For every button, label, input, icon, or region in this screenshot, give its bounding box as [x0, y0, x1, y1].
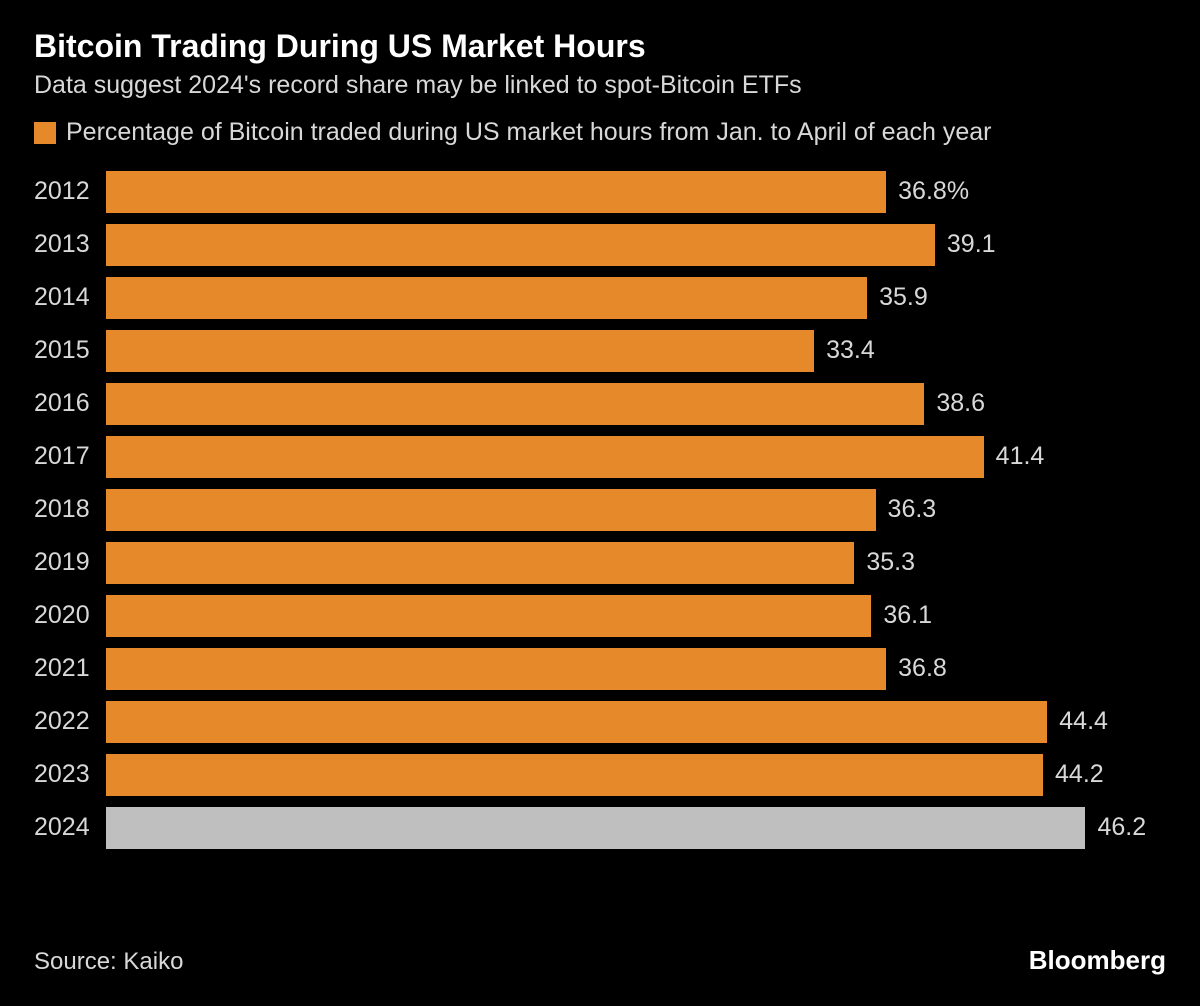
value-label: 41.4	[996, 442, 1045, 471]
bar-row: 2020 36.1	[34, 589, 1166, 642]
year-label: 2014	[34, 283, 106, 312]
bar	[106, 754, 1043, 796]
bar-chart: 2012 36.8% 2013 39.1 2014 35.9 2015 33.4 2016 38.…	[34, 165, 1166, 854]
year-label: 2015	[34, 336, 106, 365]
bar-row: 2015 33.4	[34, 324, 1166, 377]
bar	[106, 701, 1047, 743]
bar-track: 38.6	[106, 383, 1166, 425]
year-label: 2017	[34, 442, 106, 471]
value-label: 44.2	[1055, 760, 1104, 789]
value-label: 44.4	[1059, 707, 1108, 736]
bar-track: 35.9	[106, 277, 1166, 319]
bar-row: 2013 39.1	[34, 218, 1166, 271]
chart-title: Bitcoin Trading During US Market Hours	[34, 28, 1166, 65]
bar	[106, 224, 935, 266]
year-label: 2019	[34, 548, 106, 577]
bar-track: 36.1	[106, 595, 1166, 637]
bar-track: 46.2	[106, 807, 1166, 849]
bar	[106, 383, 924, 425]
bar-track: 41.4	[106, 436, 1166, 478]
bar-row: 2016 38.6	[34, 377, 1166, 430]
bar-track: 33.4	[106, 330, 1166, 372]
chart-subtitle: Data suggest 2024's record share may be …	[34, 71, 1166, 100]
bar-track: 39.1	[106, 224, 1166, 266]
bar-row: 2018 36.3	[34, 483, 1166, 536]
bar-track: 36.8	[106, 648, 1166, 690]
chart-legend: Percentage of Bitcoin traded during US m…	[34, 118, 1166, 147]
brand-logo: Bloomberg	[1029, 945, 1166, 976]
value-label: 38.6	[936, 389, 985, 418]
bar-row: 2019 35.3	[34, 536, 1166, 589]
bar-row: 2021 36.8	[34, 642, 1166, 695]
source-text: Source: Kaiko	[34, 948, 183, 976]
year-label: 2020	[34, 601, 106, 630]
bar	[106, 277, 867, 319]
bar-row: 2023 44.2	[34, 748, 1166, 801]
bar-row: 2014 35.9	[34, 271, 1166, 324]
value-label: 33.4	[826, 336, 875, 365]
year-label: 2024	[34, 813, 106, 842]
bar	[106, 489, 876, 531]
legend-label: Percentage of Bitcoin traded during US m…	[66, 118, 991, 147]
bar-track: 36.8%	[106, 171, 1166, 213]
bar-track: 44.2	[106, 754, 1166, 796]
year-label: 2018	[34, 495, 106, 524]
bar	[106, 648, 886, 690]
bar	[106, 807, 1085, 849]
bar	[106, 542, 854, 584]
bar-track: 35.3	[106, 542, 1166, 584]
chart-footer: Source: Kaiko Bloomberg	[34, 945, 1166, 976]
year-label: 2023	[34, 760, 106, 789]
value-label: 46.2	[1097, 813, 1146, 842]
value-label: 35.9	[879, 283, 928, 312]
bar-track: 36.3	[106, 489, 1166, 531]
value-label: 35.3	[866, 548, 915, 577]
year-label: 2013	[34, 230, 106, 259]
value-label: 36.3	[888, 495, 937, 524]
bar-track: 44.4	[106, 701, 1166, 743]
bar	[106, 436, 984, 478]
bar	[106, 330, 814, 372]
legend-swatch	[34, 122, 56, 144]
bar-row: 2024 46.2	[34, 801, 1166, 854]
bar	[106, 595, 871, 637]
year-label: 2012	[34, 177, 106, 206]
bar	[106, 171, 886, 213]
year-label: 2022	[34, 707, 106, 736]
year-label: 2021	[34, 654, 106, 683]
value-label: 36.1	[883, 601, 932, 630]
bar-row: 2017 41.4	[34, 430, 1166, 483]
year-label: 2016	[34, 389, 106, 418]
value-label: 36.8%	[898, 177, 969, 206]
bar-row: 2022 44.4	[34, 695, 1166, 748]
value-label: 39.1	[947, 230, 996, 259]
value-label: 36.8	[898, 654, 947, 683]
bar-row: 2012 36.8%	[34, 165, 1166, 218]
